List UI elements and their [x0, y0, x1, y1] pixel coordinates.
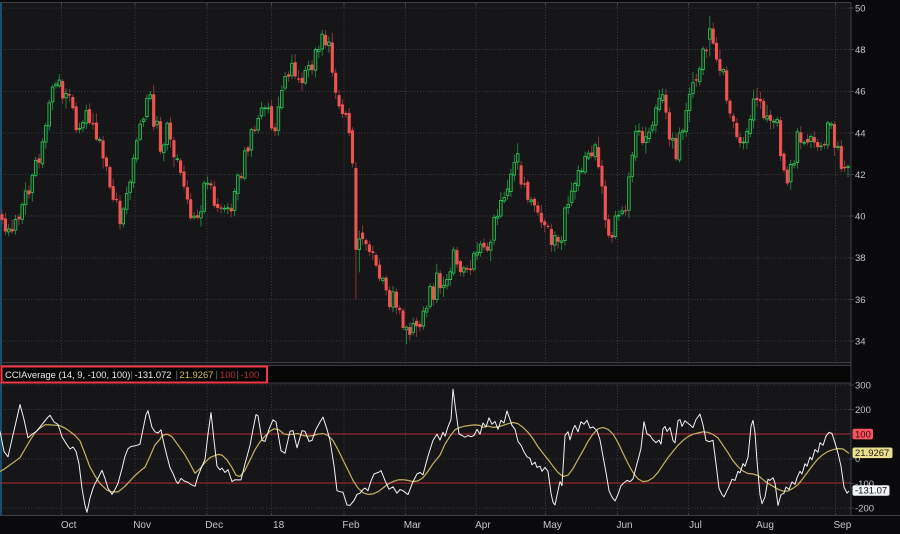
svg-text:|: |	[131, 369, 133, 380]
svg-text:44: 44	[855, 128, 866, 139]
svg-text:-131.072: -131.072	[135, 369, 172, 380]
svg-text:Jun: Jun	[616, 520, 632, 531]
svg-text:48: 48	[855, 45, 866, 56]
svg-text:50: 50	[855, 3, 866, 14]
svg-text:May: May	[543, 520, 562, 531]
svg-text:Aug: Aug	[756, 520, 774, 531]
svg-text:300: 300	[855, 381, 871, 392]
svg-text:-131.07: -131.07	[855, 486, 887, 497]
svg-text:|: |	[237, 369, 239, 380]
svg-text:Oct: Oct	[61, 520, 77, 531]
svg-text:Dec: Dec	[205, 520, 223, 531]
svg-text:Jul: Jul	[689, 520, 702, 531]
svg-text:42: 42	[855, 170, 866, 181]
svg-text:21.9267: 21.9267	[855, 448, 889, 459]
svg-text:34: 34	[855, 337, 866, 348]
svg-text:-100: -100	[855, 479, 874, 490]
svg-text:0: 0	[855, 454, 860, 465]
svg-text:18: 18	[273, 520, 285, 531]
svg-text:-200: -200	[855, 503, 874, 514]
svg-text:21.9267: 21.9267	[180, 369, 214, 380]
svg-text:CCIAverage (14, 9, -100, 100): CCIAverage (14, 9, -100, 100)	[5, 369, 130, 380]
svg-text:200: 200	[855, 405, 871, 416]
svg-text:100: 100	[855, 429, 871, 440]
svg-text:46: 46	[855, 87, 866, 98]
svg-text:|: |	[216, 369, 218, 380]
svg-text:38: 38	[855, 253, 866, 264]
svg-text:Feb: Feb	[342, 520, 360, 531]
svg-text:Apr: Apr	[475, 520, 491, 531]
svg-text:Mar: Mar	[404, 520, 422, 531]
svg-text:36: 36	[855, 295, 866, 306]
svg-text:-100: -100	[241, 369, 260, 380]
svg-text:40: 40	[855, 212, 866, 223]
svg-text:Sep: Sep	[834, 520, 852, 531]
svg-text:|: |	[176, 369, 178, 380]
svg-text:100: 100	[220, 369, 236, 380]
svg-text:Nov: Nov	[133, 520, 151, 531]
